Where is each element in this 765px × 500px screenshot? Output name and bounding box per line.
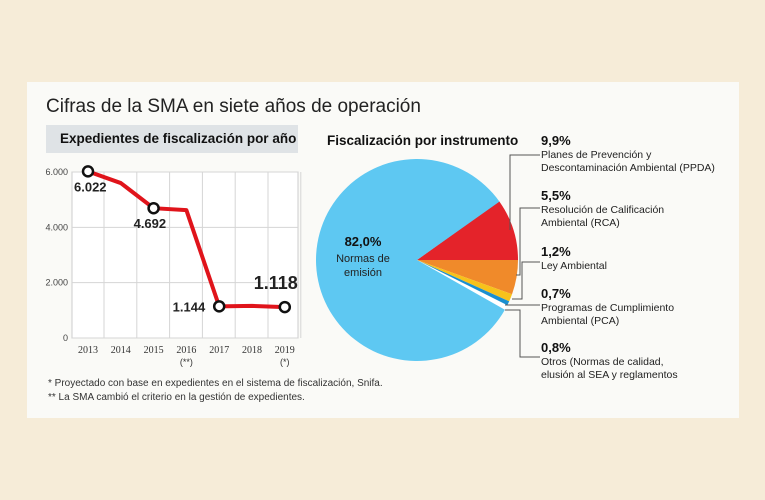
y-tick-label: 4.000 bbox=[45, 222, 68, 232]
x-tick-label: 2015 bbox=[144, 345, 164, 356]
plot-area bbox=[71, 171, 299, 339]
x-tick-note: (*) bbox=[280, 357, 290, 367]
x-tick-label: 2013 bbox=[78, 345, 98, 356]
data-point bbox=[278, 300, 292, 314]
data-point bbox=[147, 201, 160, 215]
callout-line bbox=[512, 261, 540, 300]
pie-slice bbox=[417, 260, 510, 306]
x-tick-note: (**) bbox=[180, 357, 193, 367]
pie-label-value: 82,0% bbox=[345, 234, 382, 249]
y-tick-label: 2.000 bbox=[45, 278, 68, 288]
pie-label-name: Descontaminación Ambiental (PPDA) bbox=[541, 162, 715, 174]
page-title: Cifras de la SMA en siete años de operac… bbox=[46, 96, 421, 117]
data-label: 4.692 bbox=[134, 216, 167, 231]
pie-label-name: Resolución de Calificación bbox=[541, 204, 664, 216]
y-tick-label: 6.000 bbox=[45, 167, 68, 177]
pie-slice bbox=[417, 260, 513, 302]
callout-line bbox=[505, 309, 540, 358]
pie-slice bbox=[417, 260, 508, 310]
pie-label-name: Ambiental (PCA) bbox=[541, 315, 619, 327]
pie-label-value: 0,8% bbox=[541, 340, 571, 355]
pie-label-name: Ley Ambiental bbox=[541, 260, 607, 272]
callout-line bbox=[509, 154, 540, 230]
pie-slice bbox=[417, 260, 518, 295]
data-label: 1.118 bbox=[254, 273, 298, 293]
footnote-1: * Proyectado con base en expedientes en … bbox=[48, 378, 383, 389]
data-label: 1.144 bbox=[173, 299, 206, 314]
x-tick-label: 2016 bbox=[176, 345, 196, 356]
callout-line bbox=[516, 207, 540, 276]
data-point bbox=[212, 300, 226, 313]
pie-label-name: Otros (Normas de calidad, bbox=[541, 356, 664, 368]
data-point bbox=[81, 165, 95, 178]
data-label: 6.022 bbox=[74, 179, 107, 194]
x-tick-label: 2019 bbox=[275, 345, 295, 356]
pie-label-name: elusión al SEA y reglamentos bbox=[541, 369, 678, 381]
line-chart-title: Expedientes de fiscalización por año bbox=[46, 125, 298, 153]
pie-slice bbox=[417, 201, 518, 260]
pie-label-value: 1,2% bbox=[541, 244, 571, 259]
pie-label-name: Ambiental (RCA) bbox=[541, 217, 620, 229]
pie-label-value: 5,5% bbox=[541, 188, 571, 203]
x-tick-label: 2018 bbox=[242, 345, 262, 356]
y-tick-label: 0 bbox=[63, 333, 68, 343]
x-tick-label: 2017 bbox=[209, 345, 229, 356]
pie-label-name: Planes de Prevención y bbox=[541, 149, 652, 161]
x-tick-label: 2014 bbox=[111, 345, 131, 356]
pie-label-name: Programas de Cumplimiento bbox=[541, 302, 674, 314]
pie-label-name: Normas de bbox=[336, 253, 390, 265]
pie-slice bbox=[315, 158, 505, 361]
footnote-2: ** La SMA cambió el criterio en la gesti… bbox=[48, 392, 305, 403]
pie-label-value: 0,7% bbox=[541, 286, 571, 301]
pie-chart-title: Fiscalización por instrumento bbox=[327, 133, 519, 148]
pie-label-value: 9,9% bbox=[541, 133, 571, 148]
series-line bbox=[87, 169, 285, 310]
pie-label-name: emisión bbox=[344, 267, 382, 279]
